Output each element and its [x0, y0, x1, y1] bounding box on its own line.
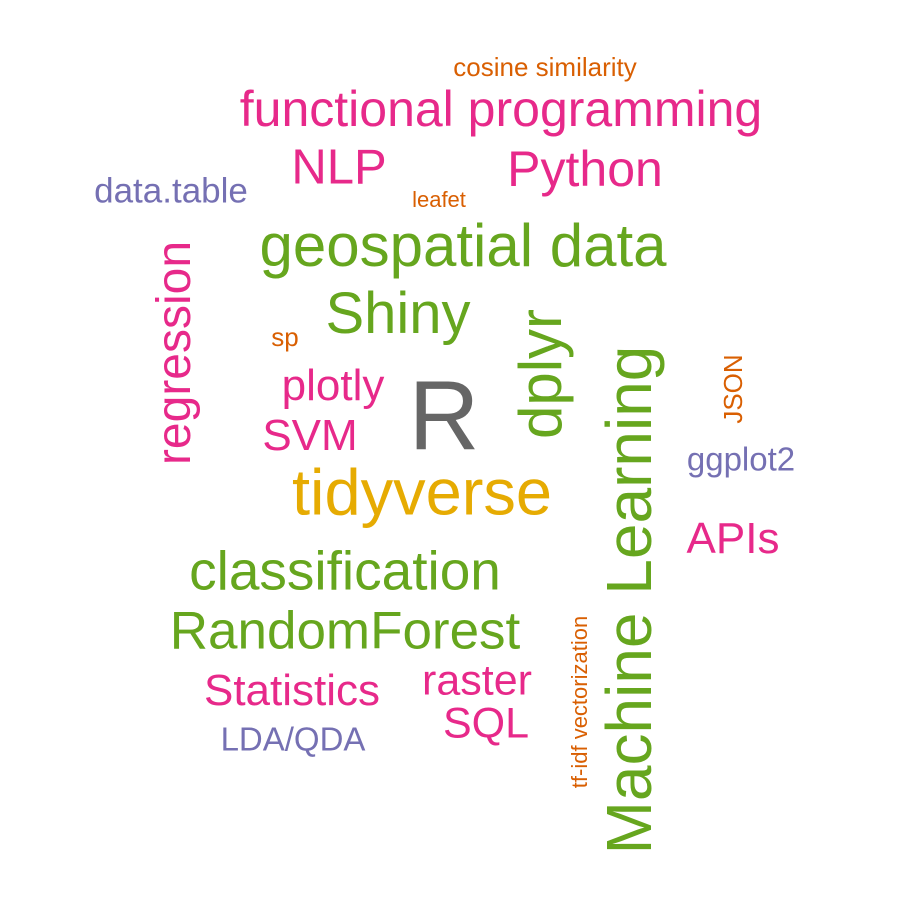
word-geospatial-data: geospatial data: [259, 212, 667, 279]
word-tfidf-vectorization: tf-idf vectorization: [567, 615, 592, 789]
word-functional-programming: functional programming: [239, 81, 763, 137]
word-statistics: Statistics: [203, 666, 381, 715]
word-lda-qda: LDA/QDA: [220, 720, 366, 758]
word-raster: raster: [422, 656, 532, 705]
word-python: Python: [507, 141, 663, 197]
word-nlp: NLP: [291, 140, 387, 195]
word-ggplot2: ggplot2: [686, 440, 796, 478]
word-sql: SQL: [442, 699, 530, 748]
word-apis: APIs: [686, 514, 780, 563]
word-leafet: leafet: [412, 187, 466, 212]
word-cosine-similarity: cosine similarity: [453, 52, 637, 82]
word-classification: classification: [189, 539, 501, 602]
word-dplyr: dplyr: [507, 308, 574, 440]
word-shiny: Shiny: [325, 281, 471, 346]
word-svm: SVM: [262, 411, 358, 460]
word-sp: sp: [271, 322, 299, 352]
word-plotly: plotly: [281, 361, 385, 410]
word-r: R: [408, 360, 480, 470]
word-data-table: data.table: [94, 171, 248, 211]
word-random-forest: RandomForest: [169, 601, 521, 661]
word-machine-learning: Machine Learning: [593, 345, 665, 855]
word-regression: regression: [148, 240, 201, 466]
word-tidyverse: tidyverse: [291, 455, 553, 529]
word-json: JSON: [718, 354, 748, 424]
